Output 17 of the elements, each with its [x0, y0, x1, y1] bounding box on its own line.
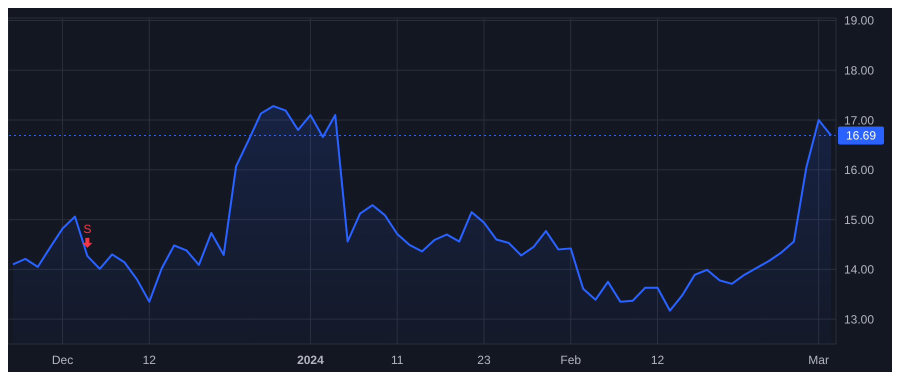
x-tick-label: Feb — [560, 353, 582, 367]
x-tick-label: 2024 — [297, 353, 324, 367]
x-tick-label: Mar — [808, 353, 829, 367]
y-tick-label: 18.00 — [844, 64, 874, 78]
y-tick-label: 17.00 — [844, 113, 874, 128]
y-tick-label: 19.00 — [844, 14, 874, 28]
x-tick-label: 11 — [390, 353, 404, 367]
y-tick-label: 16.00 — [844, 163, 874, 178]
x-tick-label: Dec — [52, 353, 74, 367]
annotation: S — [83, 222, 92, 236]
x-tick-label: 23 — [477, 353, 491, 367]
ref-line-label: 16.69 — [846, 128, 876, 142]
x-tick-label: 12 — [650, 353, 665, 367]
y-tick-label: 14.00 — [844, 262, 874, 277]
y-tick-label: 13.00 — [844, 312, 874, 326]
x-tick-label: 12 — [142, 353, 156, 367]
y-tick-label: 15.00 — [844, 212, 874, 227]
